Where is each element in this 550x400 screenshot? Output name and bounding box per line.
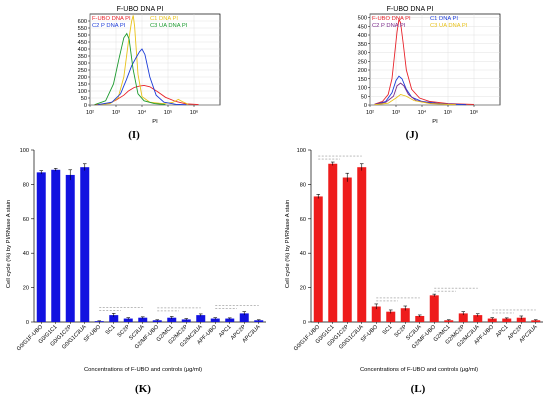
y-tick-label: 300 [78,61,87,67]
x-tick-label: 10⁶ [190,109,199,116]
legend-entry: C1 DNA PI [430,16,458,22]
x-tick-label: 10⁵ [444,109,453,116]
y-tick-label: 250 [78,68,87,74]
y-tick-label: 150 [358,77,367,83]
bar [51,170,60,322]
histogram-i-title: F-UBO DNA PI [117,6,164,13]
x-tick-label: 10² [366,110,374,116]
histogram-j-xlabel: PI [432,119,438,125]
y-tick-label: 250 [358,59,367,65]
histogram-j-title: F-UBO DNA PI [387,6,434,13]
bar-l-xlabel: Concentrations of F-UBO and controls (μg… [360,367,478,373]
x-tick-label: 10⁵ [164,109,173,116]
y-tick-label: 500 [78,33,87,39]
legend-entry: C3 UA DNA PI [150,23,188,29]
bar [37,172,46,322]
x-tick-label: 10⁶ [470,109,479,116]
y-tick-label: 500 [358,16,367,22]
y-tick-label: 200 [78,75,87,81]
y-tick-label: 80 [300,182,306,188]
y-tick-label: 400 [358,33,367,39]
y-tick-label: 0 [364,103,367,109]
figure-letter-l: (L) [411,383,426,395]
bar [66,175,75,322]
bar-k-ylabel: Cell cycle (%) by PI/RNase A stain [6,200,12,288]
figure-letter-k: (K) [135,383,151,395]
y-tick-label: 0 [303,320,306,326]
y-tick-label: 100 [78,89,87,95]
legend-entry: C2 P DNA PI [92,23,126,29]
legend-entry: C1 DNA PI [150,16,178,22]
bar [343,178,352,322]
legend-entry: C2 P DNA PI [372,23,406,29]
x-tick-label: 10³ [392,110,400,116]
figure-letter-j: (J) [406,129,419,141]
bar [314,196,323,322]
bar [430,295,439,322]
y-tick-label: 0 [26,320,29,326]
x-tick-label: 10⁴ [418,109,427,116]
y-tick-label: 450 [358,24,367,30]
y-tick-label: 80 [23,182,29,188]
histogram-i-xlabel: PI [152,119,158,125]
legend-entry: F-UBO DNA PI [92,16,131,22]
y-tick-label: 300 [358,51,367,57]
legend-entry: F-UBO DNA PI [372,16,411,22]
y-tick-label: 200 [358,68,367,74]
y-tick-label: 50 [81,96,87,102]
figure-letter-i: (I) [128,129,140,141]
x-tick-label: 10³ [112,110,120,116]
bar [80,167,89,322]
y-tick-label: 60 [300,217,306,223]
y-tick-label: 100 [297,148,306,154]
bar-k-xlabel: Concentrations of F-UBO and controls (μg… [84,367,202,373]
y-tick-label: 20 [23,286,29,292]
x-tick-label: 10² [86,110,94,116]
y-tick-label: 0 [84,103,87,109]
y-tick-label: 350 [358,42,367,48]
y-tick-label: 50 [361,94,367,100]
y-tick-label: 600 [78,19,87,25]
bar-l-ylabel: Cell cycle (%) by PI/RNase A stain [285,200,291,288]
y-tick-label: 450 [78,40,87,46]
y-tick-label: 60 [23,217,29,223]
y-tick-label: 350 [78,54,87,60]
bar [357,167,366,322]
y-tick-label: 40 [23,251,29,257]
legend-entry: C3 UA DNA PI [430,23,468,29]
y-tick-label: 100 [20,148,29,154]
x-tick-label: 10⁴ [138,109,147,116]
y-tick-label: 550 [78,26,87,32]
y-tick-label: 150 [78,82,87,88]
y-tick-label: 100 [358,86,367,92]
y-tick-label: 400 [78,47,87,53]
bar [328,164,337,322]
y-tick-label: 40 [300,251,306,257]
y-tick-label: 20 [300,286,306,292]
